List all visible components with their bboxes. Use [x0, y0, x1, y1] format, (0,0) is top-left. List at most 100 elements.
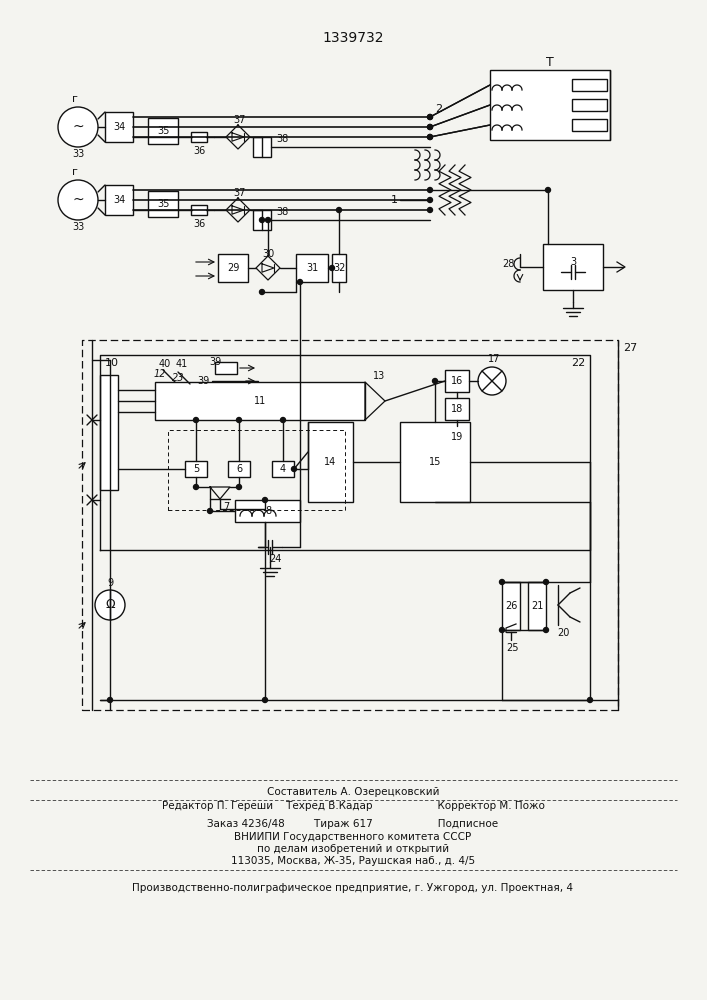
Circle shape: [194, 485, 199, 489]
Bar: [502, 582, 520, 630]
Text: 38: 38: [276, 207, 288, 217]
Text: 30: 30: [262, 249, 274, 259]
Text: 7: 7: [223, 502, 229, 512]
Text: 24: 24: [269, 554, 281, 564]
Text: T: T: [546, 55, 554, 68]
Circle shape: [428, 114, 433, 119]
Text: 27: 27: [623, 343, 637, 353]
Bar: [155, 382, 365, 420]
Text: 15: 15: [429, 457, 441, 467]
Circle shape: [337, 208, 341, 213]
Text: 9: 9: [107, 578, 113, 588]
Text: 16: 16: [451, 376, 463, 386]
Circle shape: [428, 208, 433, 213]
Text: 1: 1: [391, 195, 398, 205]
Text: 33: 33: [72, 149, 84, 159]
Circle shape: [428, 198, 433, 202]
Circle shape: [329, 265, 334, 270]
Circle shape: [237, 418, 242, 422]
Circle shape: [428, 188, 433, 192]
Text: по делам изобретений и открытий: по делам изобретений и открытий: [257, 844, 449, 854]
Text: 21: 21: [531, 601, 543, 611]
Text: 6: 6: [236, 464, 242, 474]
Circle shape: [500, 628, 505, 633]
Circle shape: [546, 188, 551, 192]
Text: 17: 17: [488, 354, 500, 364]
Text: г: г: [72, 94, 78, 104]
Text: 34: 34: [113, 195, 125, 205]
Text: 41: 41: [176, 359, 188, 369]
Bar: [332, 254, 346, 282]
Text: 32: 32: [333, 263, 345, 273]
Bar: [105, 185, 133, 215]
Bar: [100, 375, 118, 490]
Circle shape: [500, 580, 505, 584]
Circle shape: [428, 134, 433, 139]
Circle shape: [433, 378, 438, 383]
Text: ~: ~: [72, 120, 84, 134]
Bar: [253, 137, 271, 157]
Text: 39: 39: [198, 376, 210, 386]
Text: 19: 19: [451, 432, 463, 442]
Text: 33: 33: [72, 222, 84, 232]
Text: Составитель А. Озерецковский: Составитель А. Озерецковский: [267, 787, 439, 797]
Bar: [185, 461, 207, 477]
Text: 25: 25: [506, 643, 518, 653]
Circle shape: [544, 628, 549, 633]
Text: 28: 28: [503, 259, 515, 269]
Circle shape: [588, 698, 592, 702]
Text: 20: 20: [557, 628, 569, 638]
Circle shape: [259, 218, 264, 223]
Bar: [215, 362, 237, 374]
Bar: [445, 370, 469, 392]
Circle shape: [428, 124, 433, 129]
Circle shape: [107, 698, 112, 702]
Circle shape: [207, 508, 213, 514]
Bar: [445, 426, 469, 448]
Text: 12: 12: [153, 369, 166, 379]
Text: 38: 38: [276, 134, 288, 144]
Circle shape: [262, 497, 267, 502]
Text: Редактор П. Гереши    Техред В.Кадар                    Корректор М. Пожо: Редактор П. Гереши Техред В.Кадар Коррек…: [162, 801, 544, 811]
Circle shape: [259, 290, 264, 294]
Circle shape: [478, 367, 506, 395]
Text: 29: 29: [227, 263, 239, 273]
Text: 37: 37: [233, 188, 245, 198]
Text: Заказ 4236/48         Тираж 617                    Подписное: Заказ 4236/48 Тираж 617 Подписное: [207, 819, 498, 829]
Text: 2: 2: [435, 104, 442, 114]
Bar: [445, 398, 469, 420]
Text: 4: 4: [280, 464, 286, 474]
Text: 11: 11: [254, 396, 266, 406]
Circle shape: [237, 485, 242, 489]
Bar: [191, 132, 207, 142]
Bar: [253, 210, 271, 230]
Bar: [543, 244, 603, 290]
Circle shape: [58, 180, 98, 220]
Text: 40: 40: [159, 359, 171, 369]
Text: 31: 31: [306, 263, 318, 273]
Text: Производственно-полиграфическое предприятие, г. Ужгород, ул. Проектная, 4: Производственно-полиграфическое предприя…: [132, 883, 573, 893]
Bar: [400, 422, 470, 502]
Text: 14: 14: [324, 457, 336, 467]
Bar: [572, 79, 607, 91]
Text: 35: 35: [157, 126, 169, 136]
Text: Ω: Ω: [105, 598, 115, 611]
Text: 26: 26: [505, 601, 518, 611]
Text: 13: 13: [373, 371, 385, 381]
Bar: [218, 254, 248, 282]
Circle shape: [262, 698, 267, 702]
Text: 34: 34: [113, 122, 125, 132]
Bar: [296, 254, 328, 282]
Bar: [235, 500, 300, 522]
Text: ~: ~: [72, 193, 84, 207]
Text: 18: 18: [451, 404, 463, 414]
Text: 22: 22: [571, 358, 585, 368]
Circle shape: [544, 580, 549, 584]
Circle shape: [266, 218, 271, 223]
Bar: [572, 119, 607, 131]
Text: 5: 5: [193, 464, 199, 474]
Text: 1339732: 1339732: [322, 31, 384, 45]
Circle shape: [58, 107, 98, 147]
Text: 36: 36: [193, 146, 205, 156]
Bar: [490, 70, 610, 140]
